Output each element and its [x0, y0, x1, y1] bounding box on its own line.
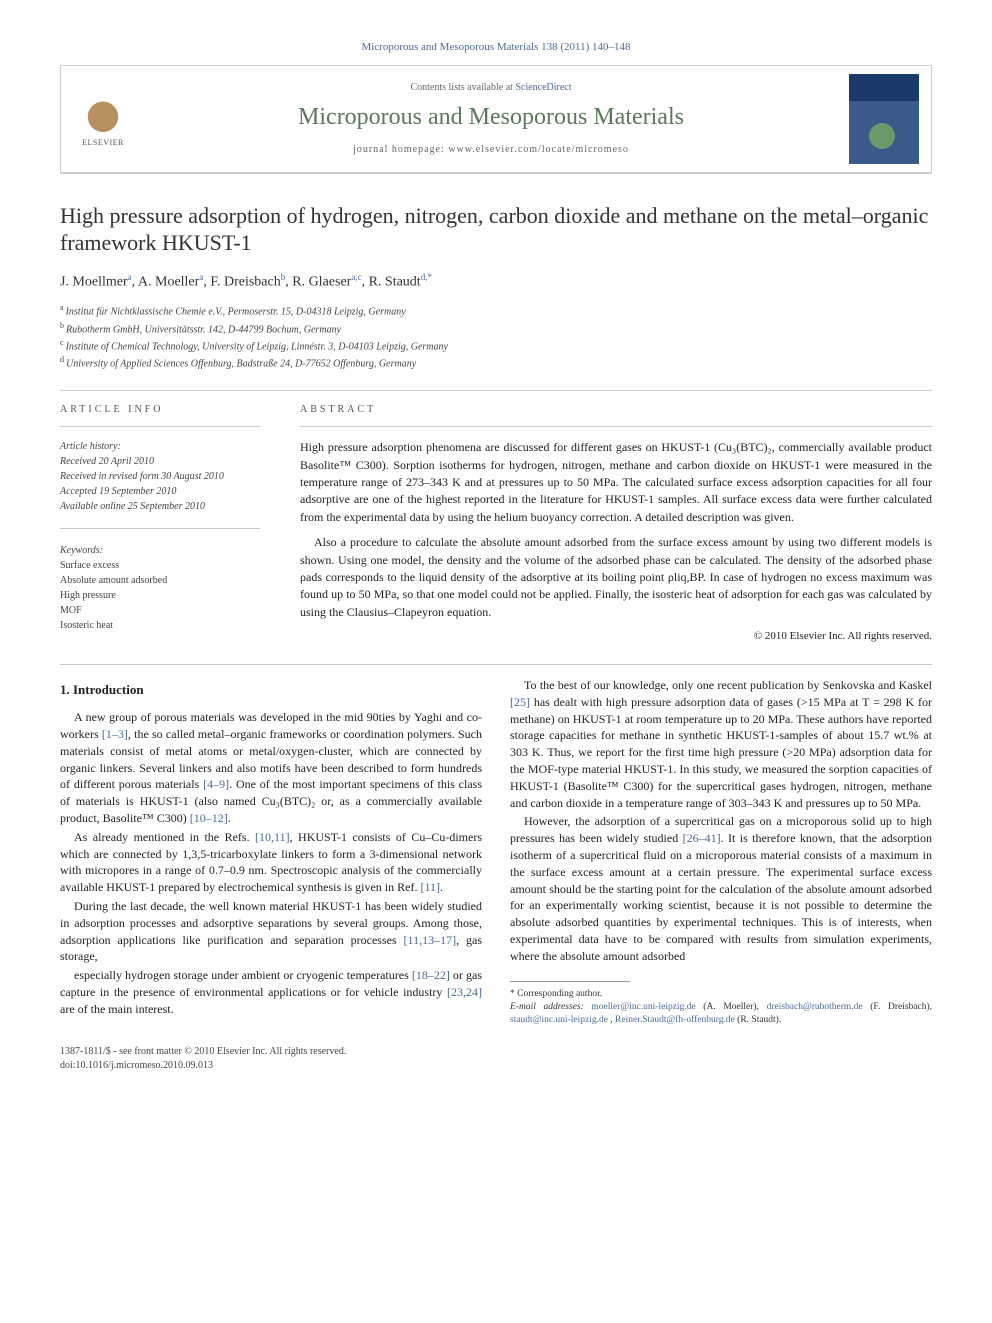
citation-line: Microporous and Mesoporous Materials 138…	[60, 40, 932, 55]
footnote-separator	[510, 981, 630, 982]
affiliation-line: aInstitut für Nichtklassische Chemie e.V…	[60, 302, 932, 319]
corresponding-author: * Corresponding author.	[510, 988, 932, 1001]
abstract-text: High pressure adsorption phenomena are d…	[300, 439, 932, 621]
email-link[interactable]: staudt@inc.uni-leipzig.de	[510, 1015, 608, 1025]
front-matter-line: 1387-1811/$ - see front matter © 2010 El…	[60, 1045, 346, 1059]
contents-prefix: Contents lists available at	[410, 82, 515, 93]
history-line: Received in revised form 30 August 2010	[60, 469, 260, 484]
homepage-url: www.elsevier.com/locate/micromeso	[448, 144, 629, 155]
keywords-label: Keywords:	[60, 543, 260, 558]
article-info-label: ARTICLE INFO	[60, 403, 260, 417]
abstract-paragraph: Also a procedure to calculate the absolu…	[300, 534, 932, 621]
journal-cover-thumbnail	[849, 74, 919, 164]
meta-row: ARTICLE INFO Article history: Received 2…	[60, 403, 932, 644]
divider	[300, 426, 932, 427]
citation-ref[interactable]: [1–3]	[102, 727, 128, 741]
journal-homepage: journal homepage: www.elsevier.com/locat…	[145, 143, 837, 157]
email-link[interactable]: dreisbach@rubotherm.de	[767, 1002, 863, 1012]
email-link[interactable]: moeller@inc.uni-leipzig.de	[591, 1002, 695, 1012]
contents-available: Contents lists available at ScienceDirec…	[145, 81, 837, 95]
affiliation-line: dUniversity of Applied Sciences Offenbur…	[60, 354, 932, 371]
history-label: Article history:	[60, 439, 260, 454]
author-list: J. Moellmera, A. Moellera, F. Dreisbachb…	[60, 271, 932, 293]
history-line: Received 20 April 2010	[60, 454, 260, 469]
header-row: ELSEVIER Contents lists available at Sci…	[61, 66, 931, 173]
abstract-column: ABSTRACT High pressure adsorption phenom…	[300, 403, 932, 644]
body-paragraph: A new group of porous materials was deve…	[60, 709, 482, 827]
history-line: Available online 25 September 2010	[60, 499, 260, 514]
keyword: Isosteric heat	[60, 618, 260, 633]
citation-ref[interactable]: [10–12]	[190, 811, 228, 825]
keyword: Absolute amount adsorbed	[60, 573, 260, 588]
affiliation-line: cInstitute of Chemical Technology, Unive…	[60, 337, 932, 354]
header-center: Contents lists available at ScienceDirec…	[145, 81, 837, 156]
journal-header: ELSEVIER Contents lists available at Sci…	[60, 65, 932, 174]
citation-ref[interactable]: [4–9]	[203, 777, 229, 791]
keywords-block: Keywords: Surface excessAbsolute amount …	[60, 543, 260, 633]
email-addresses: E-mail addresses: moeller@inc.uni-leipzi…	[510, 1001, 932, 1028]
citation-ref[interactable]: [25]	[510, 695, 530, 709]
citation-ref[interactable]: [10,11]	[255, 830, 290, 844]
affiliation-line: bRubotherm GmbH, Universitätsstr. 142, D…	[60, 320, 932, 337]
body-two-column: 1. Introduction A new group of porous ma…	[60, 677, 932, 1027]
journal-title: Microporous and Mesoporous Materials	[145, 101, 837, 133]
citation-ref[interactable]: [26–41]	[683, 831, 721, 845]
abstract-paragraph: High pressure adsorption phenomena are d…	[300, 439, 932, 526]
divider	[60, 664, 932, 665]
page-footer: 1387-1811/$ - see front matter © 2010 El…	[60, 1045, 932, 1072]
body-paragraph: To the best of our knowledge, only one r…	[510, 677, 932, 811]
doi-line: doi:10.1016/j.micromeso.2010.09.013	[60, 1059, 346, 1073]
history-line: Accepted 19 September 2010	[60, 484, 260, 499]
citation-ref[interactable]: [23,24]	[447, 985, 482, 999]
abstract-copyright: © 2010 Elsevier Inc. All rights reserved…	[300, 629, 932, 644]
elsevier-logo: ELSEVIER	[73, 84, 133, 154]
footnote-block: * Corresponding author. E-mail addresses…	[510, 981, 932, 1028]
footer-left: 1387-1811/$ - see front matter © 2010 El…	[60, 1045, 346, 1072]
citation-ref[interactable]: [11,13–17]	[404, 933, 457, 947]
keyword: High pressure	[60, 588, 260, 603]
sciencedirect-link[interactable]: ScienceDirect	[515, 82, 571, 93]
keyword: Surface excess	[60, 558, 260, 573]
footnotes: * Corresponding author. E-mail addresses…	[510, 988, 932, 1028]
section-heading: 1. Introduction	[60, 681, 482, 699]
divider	[60, 426, 260, 427]
divider	[60, 528, 260, 529]
divider	[60, 390, 932, 391]
publisher-name: ELSEVIER	[82, 138, 124, 149]
elsevier-tree-icon	[79, 88, 127, 136]
body-paragraph: As already mentioned in the Refs. [10,11…	[60, 829, 482, 896]
page: Microporous and Mesoporous Materials 138…	[0, 0, 992, 1112]
abstract-label: ABSTRACT	[300, 403, 932, 417]
body-paragraph: During the last decade, the well known m…	[60, 898, 482, 965]
article-title: High pressure adsorption of hydrogen, ni…	[60, 202, 932, 257]
homepage-prefix: journal homepage:	[353, 144, 448, 155]
email-link[interactable]: Reiner.Staudt@fh-offenburg.de	[615, 1015, 735, 1025]
citation-ref[interactable]: [11]	[420, 880, 440, 894]
article-history: Article history: Received 20 April 2010R…	[60, 439, 260, 514]
body-paragraph: However, the adsorption of a supercritic…	[510, 813, 932, 964]
affiliations: aInstitut für Nichtklassische Chemie e.V…	[60, 302, 932, 371]
body-paragraph: especially hydrogen storage under ambien…	[60, 967, 482, 1017]
citation-ref[interactable]: [18–22]	[412, 968, 450, 982]
article-info-column: ARTICLE INFO Article history: Received 2…	[60, 403, 260, 644]
keyword: MOF	[60, 603, 260, 618]
